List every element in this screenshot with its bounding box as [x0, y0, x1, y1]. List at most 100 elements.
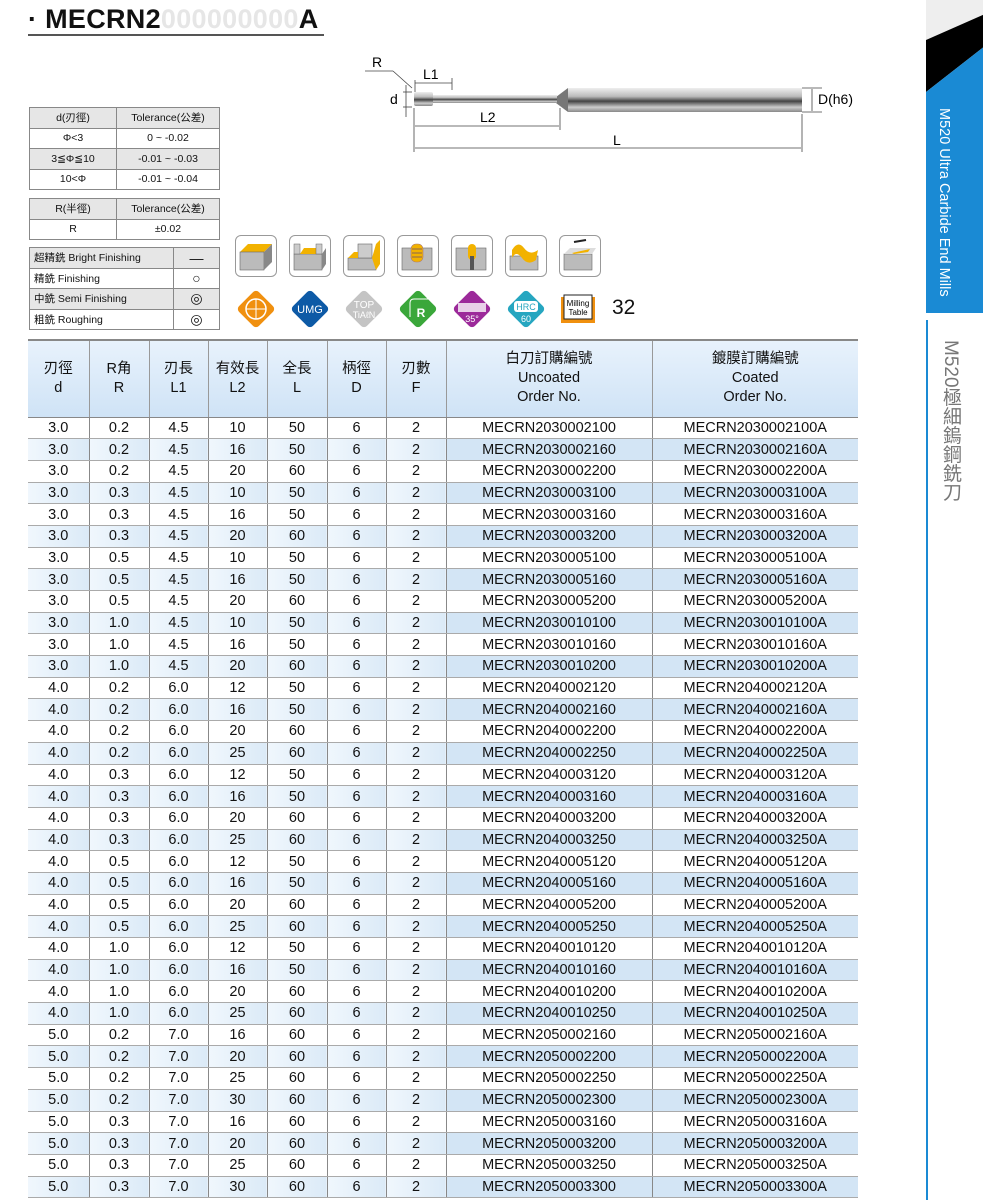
- table-cell: 2: [386, 1176, 447, 1199]
- uncoated-order-no: MECRN2050002300: [446, 1089, 653, 1112]
- table-cell: 4.5: [149, 417, 209, 440]
- helix-text: 35°: [465, 314, 479, 324]
- r-text: R: [417, 306, 426, 320]
- table-cell: 12: [208, 937, 268, 960]
- table-row: 4.0 0.2 6.0 25 60 6 2 MECRN2040002250 MECRN20400…: [28, 742, 858, 765]
- table-cell: 6: [327, 460, 387, 483]
- header-cell: Tolerance(公差): [116, 107, 220, 129]
- table-cell: 20: [208, 980, 268, 1004]
- table-cell: 6.0: [149, 764, 209, 787]
- table-cell: 6: [327, 1067, 387, 1090]
- table-row: 4.0 0.3 6.0 25 60 6 2 MECRN2040003250 MECRN20400…: [28, 829, 858, 852]
- coated-order-no: MECRN2040003250A: [652, 829, 858, 852]
- table-cell: 0.3: [89, 807, 150, 830]
- table-cell: 6.0: [149, 807, 209, 830]
- table-cell: 4.0: [28, 894, 90, 917]
- column-header-line: Order No.: [723, 389, 788, 406]
- table-row: 4.0 0.3 6.0 20 60 6 2 MECRN2040003200 MECRN20400…: [28, 807, 858, 830]
- table-cell: 16: [208, 1111, 268, 1134]
- table-cell: 0.3: [89, 482, 150, 505]
- table-cell: 5.0: [28, 1176, 90, 1199]
- table-cell: 0.3: [89, 1111, 150, 1134]
- table-cell: 6.0: [149, 720, 209, 743]
- column-header: 刃徑 d: [28, 340, 90, 418]
- table-row: 4.0 1.0 6.0 16 50 6 2 MECRN2040010160 MECRN20400…: [28, 959, 858, 982]
- coated-order-no: MECRN2030005100A: [652, 547, 858, 570]
- table-cell: 50: [267, 677, 328, 700]
- table-cell: 2: [386, 1045, 447, 1069]
- table-cell: 25: [208, 742, 268, 765]
- coated-order-no: MECRN2040003120A: [652, 764, 858, 787]
- label-shank-d: D(h6): [818, 91, 853, 107]
- table-cell: 4.0: [28, 807, 90, 830]
- table-cell: 6.0: [149, 850, 209, 873]
- table-cell: 2: [386, 503, 447, 526]
- coated-order-no: MECRN2030003200A: [652, 525, 858, 548]
- table-cell: 0.3: [89, 785, 150, 808]
- table-cell: 16: [208, 872, 268, 895]
- legend-symbol: —: [173, 247, 220, 269]
- table-cell: 6: [327, 1154, 387, 1177]
- table-cell: 16: [208, 438, 268, 461]
- table-cell: 6: [327, 742, 387, 765]
- label-l1: L1: [423, 66, 439, 82]
- table-cell: 6: [327, 633, 387, 657]
- table-cell: 4.5: [149, 525, 209, 548]
- milling-table-page-ref[interactable]: 32: [612, 296, 636, 319]
- table-cell: 6: [327, 1002, 387, 1025]
- uncoated-order-no: MECRN2040010160: [446, 959, 653, 982]
- table-cell: 4.5: [149, 438, 209, 461]
- table-cell: 0.2: [89, 677, 150, 700]
- uncoated-order-no: MECRN2040005120: [446, 850, 653, 873]
- table-cell: 10: [208, 482, 268, 505]
- table-cell: 6.0: [149, 980, 209, 1004]
- table-cell: 7.0: [149, 1111, 209, 1134]
- table-cell: 6: [327, 1111, 387, 1134]
- uncoated-order-no: MECRN2040003120: [446, 764, 653, 787]
- table-cell: 60: [267, 894, 328, 917]
- table-cell: 16: [208, 1024, 268, 1047]
- table-cell: 7.0: [149, 1089, 209, 1112]
- table-cell: 6: [327, 785, 387, 808]
- table-cell: 60: [267, 655, 328, 678]
- table-cell: 50: [267, 764, 328, 787]
- table-cell: 6: [327, 698, 387, 722]
- table-row: 3.0 1.0 4.5 16 50 6 2 MECRN2030010160 MECRN20300…: [28, 633, 858, 657]
- table-cell: 0.5: [89, 850, 150, 873]
- table-cell: 6.0: [149, 1002, 209, 1025]
- coated-order-no: MECRN2040010160A: [652, 959, 858, 982]
- uncoated-order-no: MECRN2040003200: [446, 807, 653, 830]
- table-cell: 2: [386, 764, 447, 787]
- table-cell: 25: [208, 1067, 268, 1090]
- coated-order-no: MECRN2040010120A: [652, 937, 858, 960]
- table-cell: 50: [267, 482, 328, 505]
- uncoated-order-no: MECRN2030005100: [446, 547, 653, 570]
- table-cell: 4.0: [28, 850, 90, 873]
- coated-order-no: MECRN2030002160A: [652, 438, 858, 461]
- table-cell: 60: [267, 915, 328, 938]
- table-cell: 20: [208, 807, 268, 830]
- table-cell: 2: [386, 568, 447, 591]
- column-header-line: 有效長: [215, 360, 260, 377]
- uncoated-order-no: MECRN2050003200: [446, 1132, 653, 1155]
- table-cell: 50: [267, 417, 328, 440]
- coated-order-no: MECRN2040005160A: [652, 872, 858, 895]
- table-cell: 50: [267, 633, 328, 657]
- table-cell: 6.0: [149, 742, 209, 765]
- table-cell: 2: [386, 1111, 447, 1134]
- table-row: 4.0 0.3 6.0 16 50 6 2 MECRN2040003160 MECRN20400…: [28, 785, 858, 808]
- table-cell: 6: [327, 612, 387, 635]
- table-cell: 1.0: [89, 959, 150, 982]
- coated-order-no: MECRN2040010200A: [652, 980, 858, 1004]
- uncoated-order-no: MECRN2040003160: [446, 785, 653, 808]
- table-cell: 2: [386, 417, 447, 440]
- milling-text: Milling: [567, 299, 590, 308]
- coated-order-no: MECRN2050002200A: [652, 1045, 858, 1069]
- table-row: 5.0 0.3 7.0 25 60 6 2 MECRN2050003250 MECRN20500…: [28, 1154, 858, 1177]
- table-cell: 60: [267, 1111, 328, 1134]
- label-l: L: [613, 132, 621, 148]
- uncoated-order-no: MECRN2040002250: [446, 742, 653, 765]
- table-row: 3.0 0.2 4.5 10 50 6 2 MECRN2030002100 MECRN20300…: [28, 417, 858, 440]
- table-cell: 50: [267, 872, 328, 895]
